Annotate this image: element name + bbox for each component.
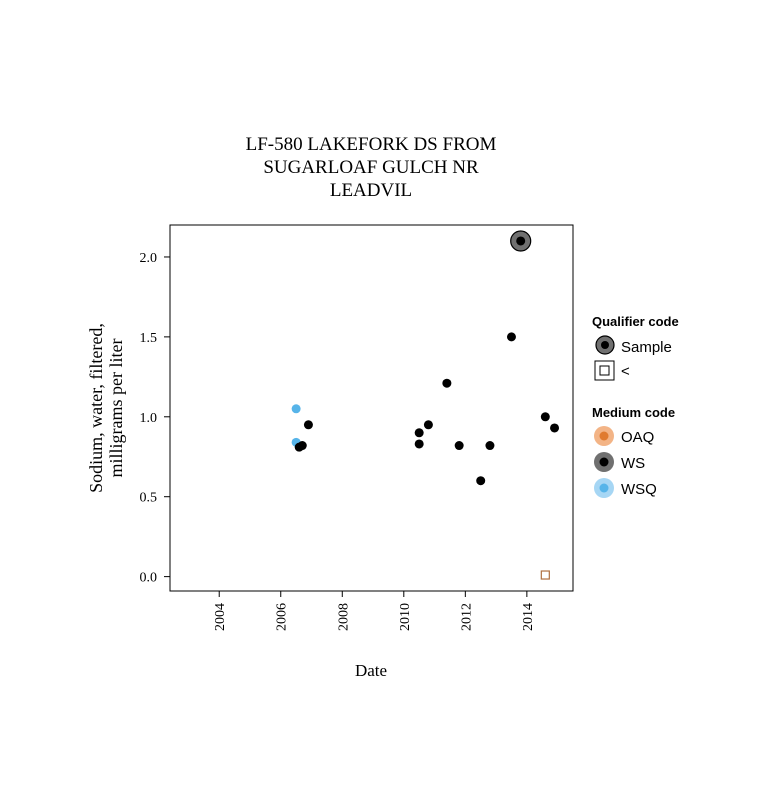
y-tick-label: 2.0 [140,251,158,266]
legend-less-than-label: < [621,363,630,380]
data-point [516,236,526,246]
data-point [414,439,424,449]
legend-ws-label: WS [621,455,645,472]
legend-less-than-symbol [594,360,615,381]
data-point [506,332,516,342]
y-label-line-1: Sodium, water, filtered, [86,323,106,493]
x-tick-label: 2008 [336,603,351,631]
legend-qualifier-title: Qualifier code [592,314,679,329]
legend-oaq-label: OAQ [621,429,654,446]
x-tick-label: 2012 [459,603,474,631]
x-tick-label: 2014 [521,603,536,631]
data-point-less-than [540,570,550,580]
y-tick-label: 0.5 [140,491,158,506]
legend-oaq-dot [599,431,609,441]
title-line-1: LF-580 LAKEFORK DS FROM [246,134,497,155]
legend-item-wsq: WSQ [594,478,657,498]
title-line-2: SUGARLOAF GULCH NR [263,157,479,178]
data-points [291,230,560,580]
legend-item-oaq: OAQ [594,426,654,446]
data-point [442,378,452,388]
y-axis: 0.0 0.5 1.0 1.5 2.0 [140,251,170,586]
data-point [414,428,424,438]
legend-medium-title: Medium code [592,405,675,420]
data-point [550,423,560,433]
legend-sample-dot [601,341,609,349]
legend-ws-dot [599,457,609,467]
x-tick-label: 2010 [398,603,413,631]
data-point [454,441,464,451]
title-line-3: LEADVIL [330,180,412,201]
y-axis-label: Sodium, water, filtered, milligrams per … [86,323,126,493]
x-axis-label: Date [355,661,387,680]
data-point [540,412,550,422]
x-tick-label: 2006 [275,603,290,631]
legend-wsq-label: WSQ [621,481,657,498]
legend: Qualifier code Sample < Medium code OAQ … [592,314,679,498]
y-tick-label: 1.0 [140,411,158,426]
x-tick-label: 2004 [213,603,228,631]
plot-area [169,224,574,592]
y-tick-label: 0.0 [140,571,158,586]
data-point [476,476,486,486]
legend-item-ws: WS [594,452,645,472]
legend-wsq-dot [599,483,609,493]
data-point [485,441,495,451]
data-point [291,404,301,414]
legend-sample-label: Sample [621,339,672,356]
legend-less-than-inner-square [599,365,610,376]
legend-item-less-than: < [594,360,630,381]
data-point [303,420,313,430]
chart-title: LF-580 LAKEFORK DS FROM SUGARLOAF GULCH … [246,134,497,201]
y-label-line-2: milligrams per liter [106,339,126,478]
data-point [297,441,307,451]
x-axis: 2004 2006 2008 2010 2012 2014 [213,591,536,631]
data-point [423,420,433,430]
y-tick-label: 1.5 [140,331,158,346]
legend-item-sample: Sample [595,335,672,356]
